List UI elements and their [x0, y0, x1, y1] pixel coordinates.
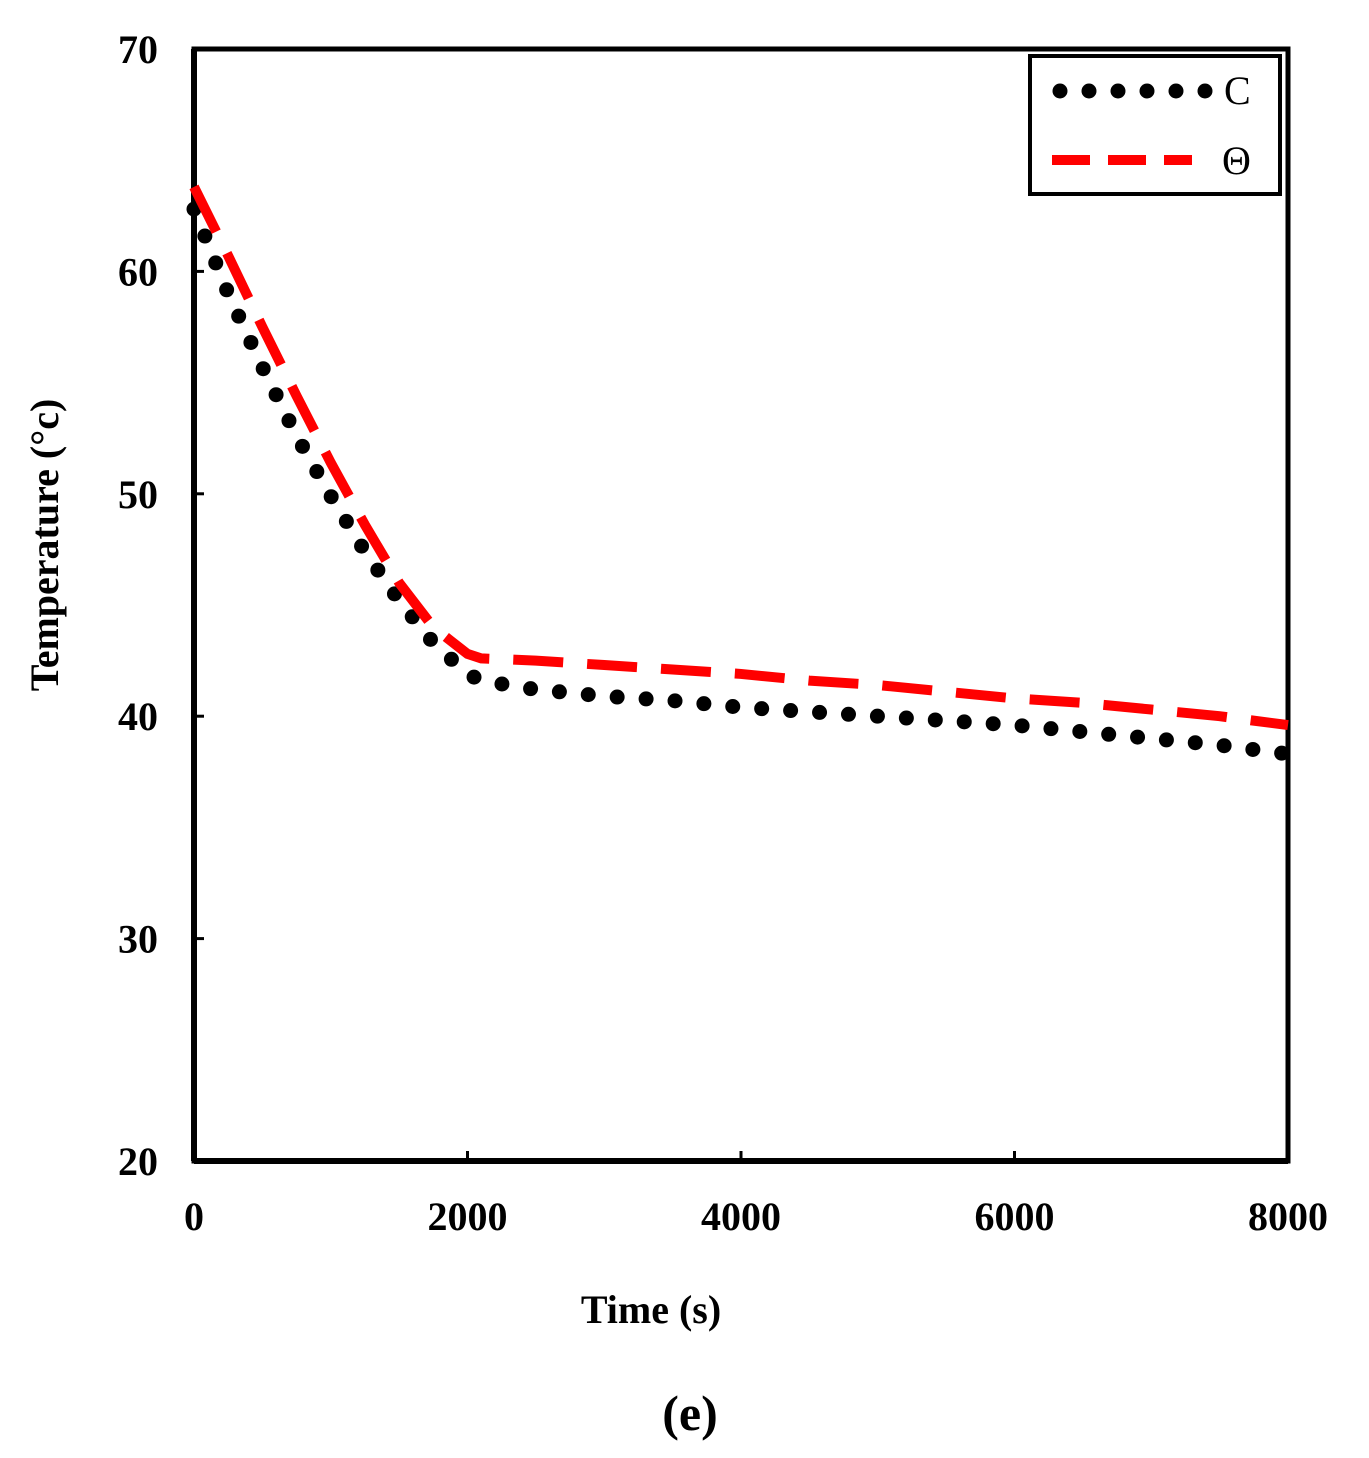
series-c-dot — [1187, 735, 1203, 751]
series-c-dot — [404, 609, 420, 625]
series-c-dot — [956, 714, 972, 730]
legend-c-dot — [1197, 83, 1213, 99]
series-c-dot — [580, 687, 596, 703]
series-c-dot — [985, 716, 1001, 732]
series-c-dot — [243, 334, 259, 350]
series-c-dot — [386, 586, 402, 602]
series-c-dot — [754, 701, 770, 717]
series-c-dot — [323, 489, 339, 505]
series-c-dot — [466, 669, 482, 685]
series-c-dot — [1158, 732, 1174, 748]
legend-c-dot — [1110, 83, 1126, 99]
legend: C Θ — [1028, 54, 1282, 196]
series-c-dot — [219, 282, 235, 298]
series-c-dot — [1130, 729, 1146, 745]
series-c-dot — [1245, 741, 1261, 757]
series-theta-line — [189, 184, 1289, 731]
series-c-dot — [840, 706, 856, 722]
y-axis-label: Temperature (°c) — [22, 399, 67, 692]
series-layer — [186, 184, 1290, 761]
series-c-dot — [638, 691, 654, 707]
series-c-dot — [812, 704, 828, 720]
series-c-dot — [281, 413, 297, 429]
series-c-dot — [197, 228, 213, 244]
series-c-dot — [869, 708, 885, 724]
legend-c-dot — [1168, 83, 1184, 99]
series-c-dot — [231, 308, 247, 324]
y-tick-label: 30 — [118, 917, 158, 962]
y-tick-label: 50 — [118, 472, 158, 517]
series-c-dot — [1216, 738, 1232, 754]
series-c-dot — [354, 538, 370, 554]
series-c-dot — [1101, 726, 1117, 742]
series-c-dot — [667, 693, 683, 709]
series-c-dot — [1072, 723, 1088, 739]
series-c-dot — [1043, 721, 1059, 737]
series-c-dot — [443, 651, 459, 667]
series-c-dot — [1014, 718, 1030, 734]
series-c-dot — [523, 681, 539, 697]
x-axis-ticks: 0 2000 4000 6000 8000 — [184, 1151, 1328, 1239]
legend-label-theta: Θ — [1222, 138, 1251, 183]
series-c-dot — [783, 703, 799, 719]
y-tick-label: 60 — [118, 249, 158, 294]
series-c-dot — [609, 689, 625, 705]
series-c-dot — [725, 698, 741, 714]
plot-area-frame — [191, 46, 1291, 1164]
series-c-dot — [309, 464, 325, 480]
legend-c-dot — [1139, 83, 1155, 99]
series-c-dot — [255, 361, 271, 377]
x-tick-label: 8000 — [1248, 1194, 1328, 1239]
x-axis-label: Time (s) — [581, 1287, 721, 1332]
legend-label-c: C — [1224, 68, 1251, 113]
panel-label: (e) — [662, 1385, 718, 1441]
y-tick-label: 20 — [118, 1139, 158, 1184]
legend-marker-c — [1052, 83, 1213, 99]
legend-c-dot — [1081, 83, 1097, 99]
series-c-dot — [898, 710, 914, 726]
series-c-dot — [494, 676, 510, 692]
series-c-dot — [268, 387, 284, 403]
y-tick-label: 70 — [118, 27, 158, 72]
y-axis-ticks: 20 30 40 50 60 70 — [118, 27, 204, 1184]
series-c-dot — [294, 438, 310, 454]
series-c-dot — [1274, 745, 1290, 761]
series-c-dot — [422, 631, 438, 647]
x-tick-label: 4000 — [701, 1194, 781, 1239]
legend-box — [1028, 54, 1282, 196]
x-tick-label: 0 — [184, 1194, 204, 1239]
series-c-dot — [696, 696, 712, 712]
series-c-dot — [370, 562, 386, 578]
series-c-dot — [551, 684, 567, 700]
x-tick-label: 6000 — [975, 1194, 1055, 1239]
series-c-dot — [208, 255, 224, 271]
y-tick-label: 40 — [118, 694, 158, 739]
series-c-dot — [338, 513, 354, 529]
legend-c-dot — [1052, 83, 1068, 99]
series-c-dot — [927, 712, 943, 728]
x-tick-label: 2000 — [428, 1194, 508, 1239]
